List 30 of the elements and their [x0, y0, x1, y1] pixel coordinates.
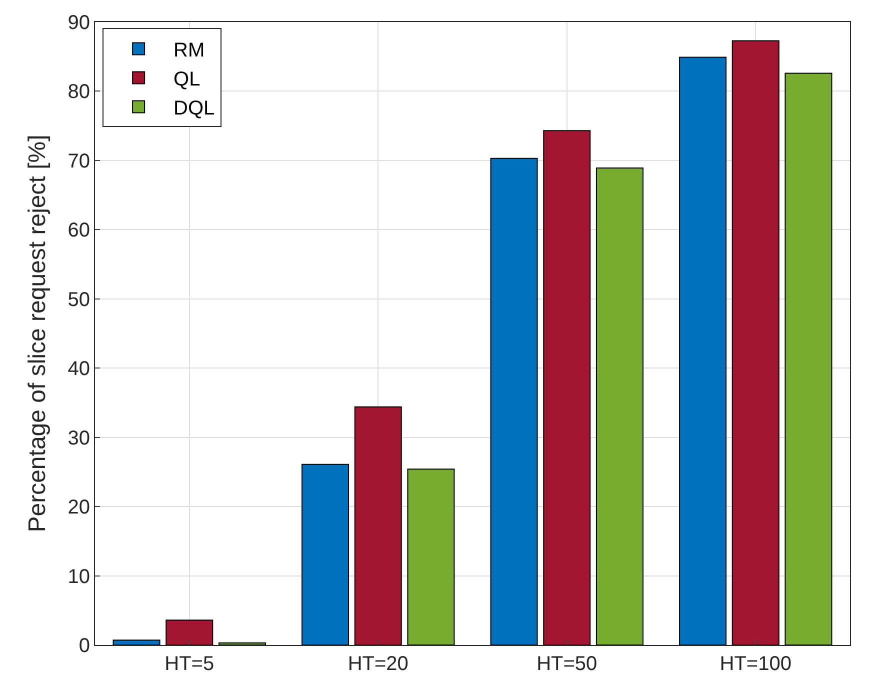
bar	[112, 640, 160, 645]
x-tick-label: HT=20	[348, 653, 408, 675]
y-tick-label: 30	[68, 427, 90, 450]
legend-label: QL	[174, 68, 200, 91]
y-tick-label: 80	[68, 81, 90, 104]
bar	[596, 168, 644, 645]
y-tick-label: 90	[68, 12, 90, 34]
bar	[354, 406, 402, 645]
y-axis-title: Percentage of slice request reject [%]	[24, 134, 51, 532]
bar	[784, 72, 832, 645]
bar	[732, 40, 780, 645]
bar	[218, 642, 266, 645]
bar	[679, 56, 727, 645]
y-tick-label: 50	[68, 288, 90, 311]
y-tick-label: 0	[78, 635, 90, 657]
bar	[407, 468, 455, 645]
bar	[166, 620, 214, 645]
y-tick-label: 40	[68, 358, 90, 380]
bar	[490, 158, 538, 645]
bar	[302, 464, 350, 645]
x-tick-label: HT=100	[720, 653, 792, 675]
y-tick-label: 20	[68, 496, 90, 519]
y-tick-label: 10	[68, 566, 90, 588]
legend-label: RM	[174, 40, 205, 62]
y-tick-label: 70	[68, 150, 90, 172]
legend-label: DQL	[174, 98, 215, 120]
bar	[543, 130, 591, 645]
y-tick-label: 60	[68, 220, 90, 242]
x-tick-label: HT=5	[164, 653, 214, 675]
x-tick-label: HT=50	[536, 653, 598, 675]
